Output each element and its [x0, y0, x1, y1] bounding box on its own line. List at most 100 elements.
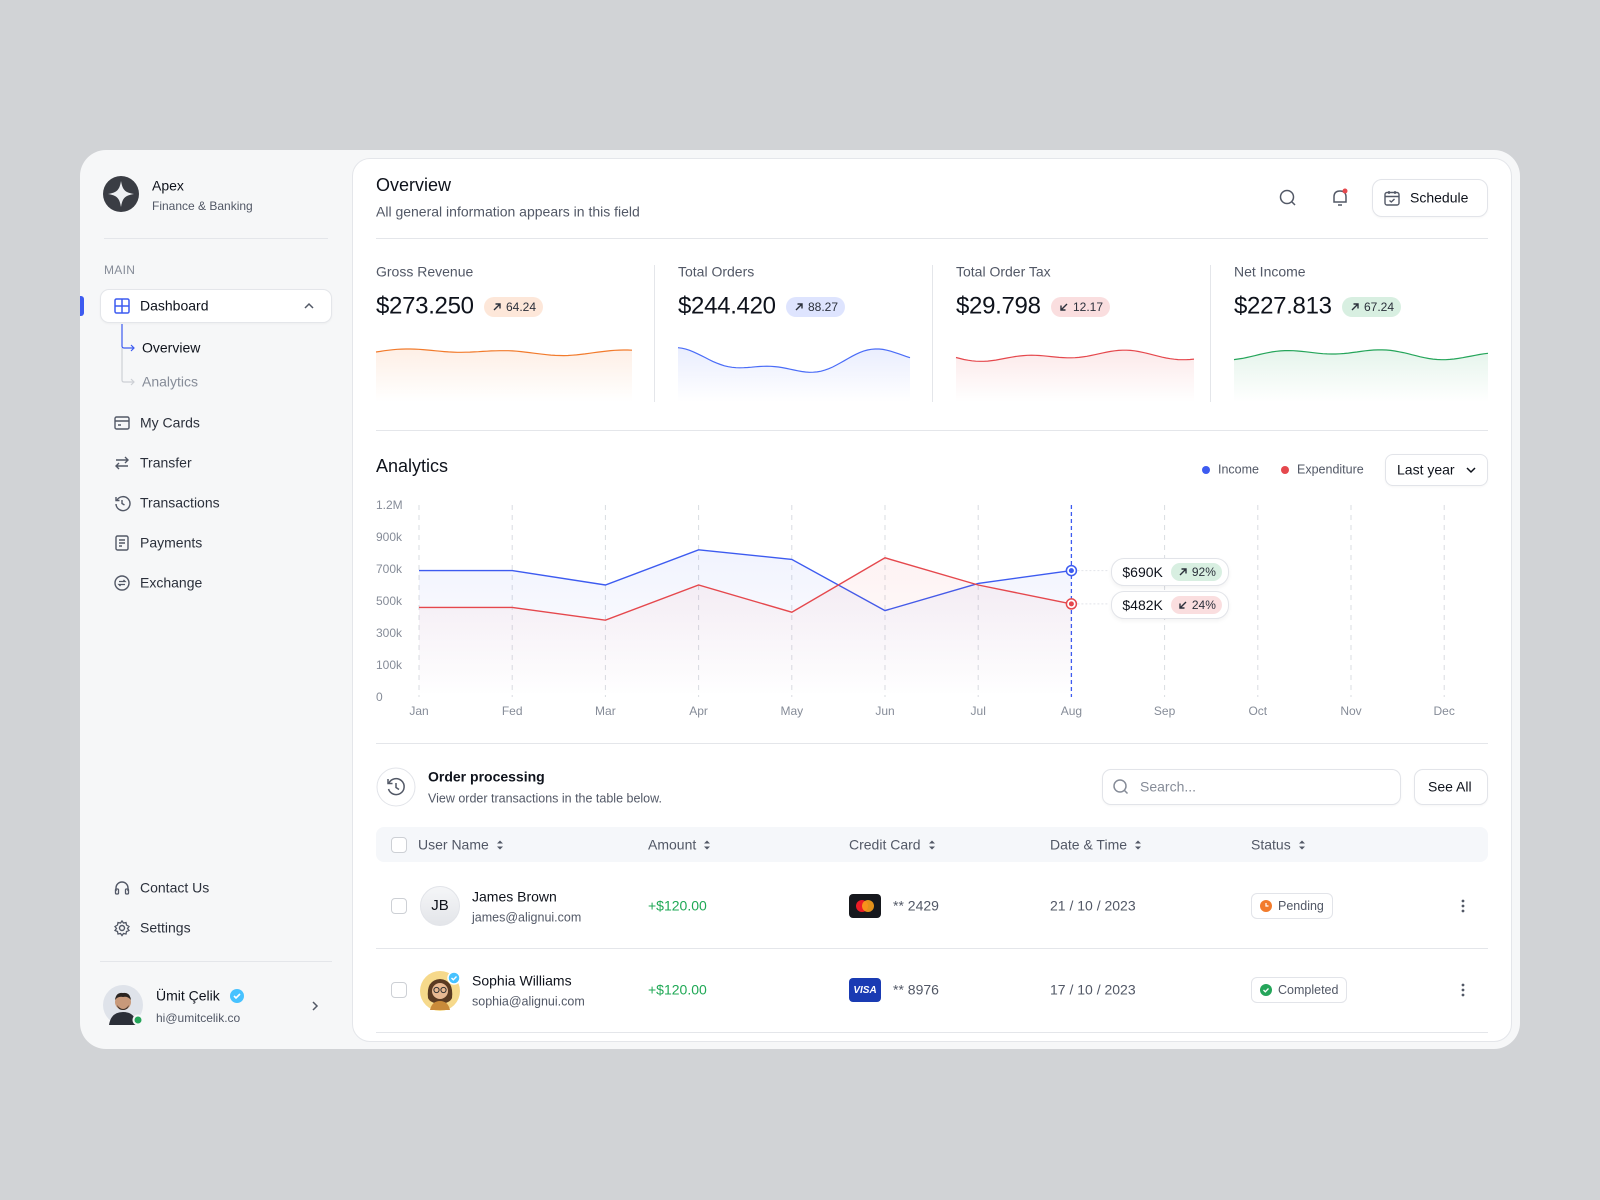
- callout-value: $690K: [1122, 563, 1163, 580]
- column-header[interactable]: Date & Time: [1050, 836, 1128, 853]
- kpi-separator: [1210, 265, 1211, 402]
- callout-change: 92%: [1191, 564, 1216, 579]
- kpi-value: $227.813: [1234, 292, 1332, 320]
- kpi-badge-arrow: [795, 303, 803, 311]
- nav-icon: [115, 535, 129, 551]
- column-header[interactable]: Amount: [648, 836, 697, 853]
- column-header[interactable]: Credit Card: [849, 836, 921, 853]
- avatar: [420, 886, 460, 926]
- x-tick-label: Jul: [970, 703, 986, 718]
- row-menu[interactable]: [1457, 898, 1469, 914]
- status-pill: Pending: [1251, 893, 1333, 919]
- kpi-change: 64.24: [506, 300, 537, 314]
- kpi-badge-arrow: [1060, 303, 1068, 311]
- kpi-label: Total Order Tax: [956, 263, 1051, 280]
- calendar-icon: [1384, 191, 1400, 206]
- kpi-separator: [654, 265, 655, 402]
- analytics-title: Analytics: [376, 456, 449, 477]
- element: [376, 430, 1488, 431]
- kpi-value: $29.798: [956, 292, 1041, 320]
- y-tick-label: 900k: [376, 529, 403, 544]
- y-tick-label: 500k: [376, 593, 403, 608]
- dropdown-chevron: [1466, 467, 1476, 474]
- orders-subtitle: View order transactions in the table bel…: [428, 791, 662, 806]
- row-menu[interactable]: [1457, 982, 1469, 998]
- nav-item[interactable]: Exchange: [140, 574, 203, 591]
- nav-active-bg[interactable]: [100, 289, 332, 323]
- schedule-button[interactable]: [1372, 179, 1488, 217]
- kpi-label: Total Orders: [678, 263, 755, 280]
- x-tick-label: Mar: [595, 703, 616, 718]
- y-tick-label: 700k: [376, 561, 403, 576]
- user-email: james@alignui.com: [472, 910, 582, 925]
- see-all-button[interactable]: [1414, 769, 1488, 805]
- search-input[interactable]: [1102, 769, 1401, 805]
- chevron-right[interactable]: [309, 1000, 321, 1012]
- nav-item[interactable]: Payments: [140, 534, 203, 551]
- element: [376, 743, 1488, 744]
- callout-badge: 24%: [1170, 595, 1222, 614]
- subnav-item[interactable]: Overview: [142, 339, 201, 356]
- y-tick-label: 1.2M: [376, 497, 403, 512]
- notification-icon[interactable]: [1330, 187, 1350, 209]
- x-tick-label: Sep: [1153, 703, 1176, 718]
- amount: +$120.00: [648, 897, 707, 914]
- active-indicator: [80, 296, 84, 316]
- nav-item[interactable]: Transfer: [140, 454, 192, 471]
- callout-arrow: [1179, 567, 1187, 576]
- subnav-item[interactable]: Analytics: [142, 373, 199, 390]
- row-checkbox[interactable]: [391, 982, 407, 998]
- kpi-change: 12.17: [1073, 300, 1104, 314]
- date: 17 / 10 / 2023: [1050, 981, 1136, 998]
- period-dropdown[interactable]: [1385, 454, 1488, 486]
- x-tick-label: Apr: [689, 703, 708, 718]
- card-logo: VISA: [849, 978, 881, 1002]
- legend-label: Expenditure: [1297, 462, 1364, 477]
- section-label: MAIN: [104, 262, 136, 277]
- sort-icon: [1135, 840, 1141, 850]
- callout: $690K 92%: [1111, 557, 1229, 586]
- y-tick-label: 100k: [376, 657, 403, 672]
- sort-icon: [929, 840, 935, 850]
- nav-item[interactable]: Transactions: [140, 494, 220, 511]
- element: [100, 961, 332, 962]
- kpi-label: Net Income: [1234, 263, 1306, 280]
- brand-logo: [103, 176, 139, 212]
- history-icon: [376, 767, 416, 807]
- header-checkbox[interactable]: [391, 837, 407, 853]
- brand-name: Apex: [152, 177, 184, 194]
- card-logo: [849, 894, 881, 918]
- kpi-badge: 64.24: [484, 297, 544, 317]
- kpi-separator: [932, 265, 933, 402]
- sort-icon: [1299, 840, 1305, 850]
- column-header[interactable]: User Name: [418, 836, 489, 853]
- row-divider: [376, 1032, 1488, 1033]
- search-input-icon: [1113, 779, 1129, 795]
- subnav-tree: [121, 324, 135, 386]
- nav-icon: [114, 298, 130, 314]
- kpi-badge-arrow: [1351, 303, 1359, 311]
- nav-item[interactable]: My Cards: [140, 414, 200, 431]
- callout: $482K 24%: [1111, 590, 1229, 619]
- row-checkbox[interactable]: [391, 898, 407, 914]
- schedule-label: Schedule: [1410, 189, 1469, 206]
- sort-icon: [704, 840, 710, 850]
- nav-item[interactable]: Dashboard: [140, 297, 209, 314]
- nav-item[interactable]: Contact Us: [140, 879, 210, 896]
- sort-icon: [497, 840, 503, 850]
- kpi-badge: 67.24: [1342, 297, 1402, 317]
- column-header[interactable]: Status: [1251, 836, 1291, 853]
- nav-icon: [114, 881, 130, 895]
- x-tick-label: Jun: [875, 703, 895, 718]
- search-icon[interactable]: [1278, 188, 1298, 208]
- status-icon: [1260, 984, 1272, 996]
- user-avatar[interactable]: [103, 985, 147, 1029]
- status-icon: [1260, 900, 1272, 912]
- nav-item[interactable]: Settings: [140, 919, 191, 936]
- kpi-badge: 12.17: [1051, 297, 1111, 317]
- status-label: Pending: [1278, 899, 1324, 913]
- kpi-badge: 88.27: [786, 297, 846, 317]
- table-header: [376, 827, 1488, 862]
- legend-dot: [1281, 466, 1289, 474]
